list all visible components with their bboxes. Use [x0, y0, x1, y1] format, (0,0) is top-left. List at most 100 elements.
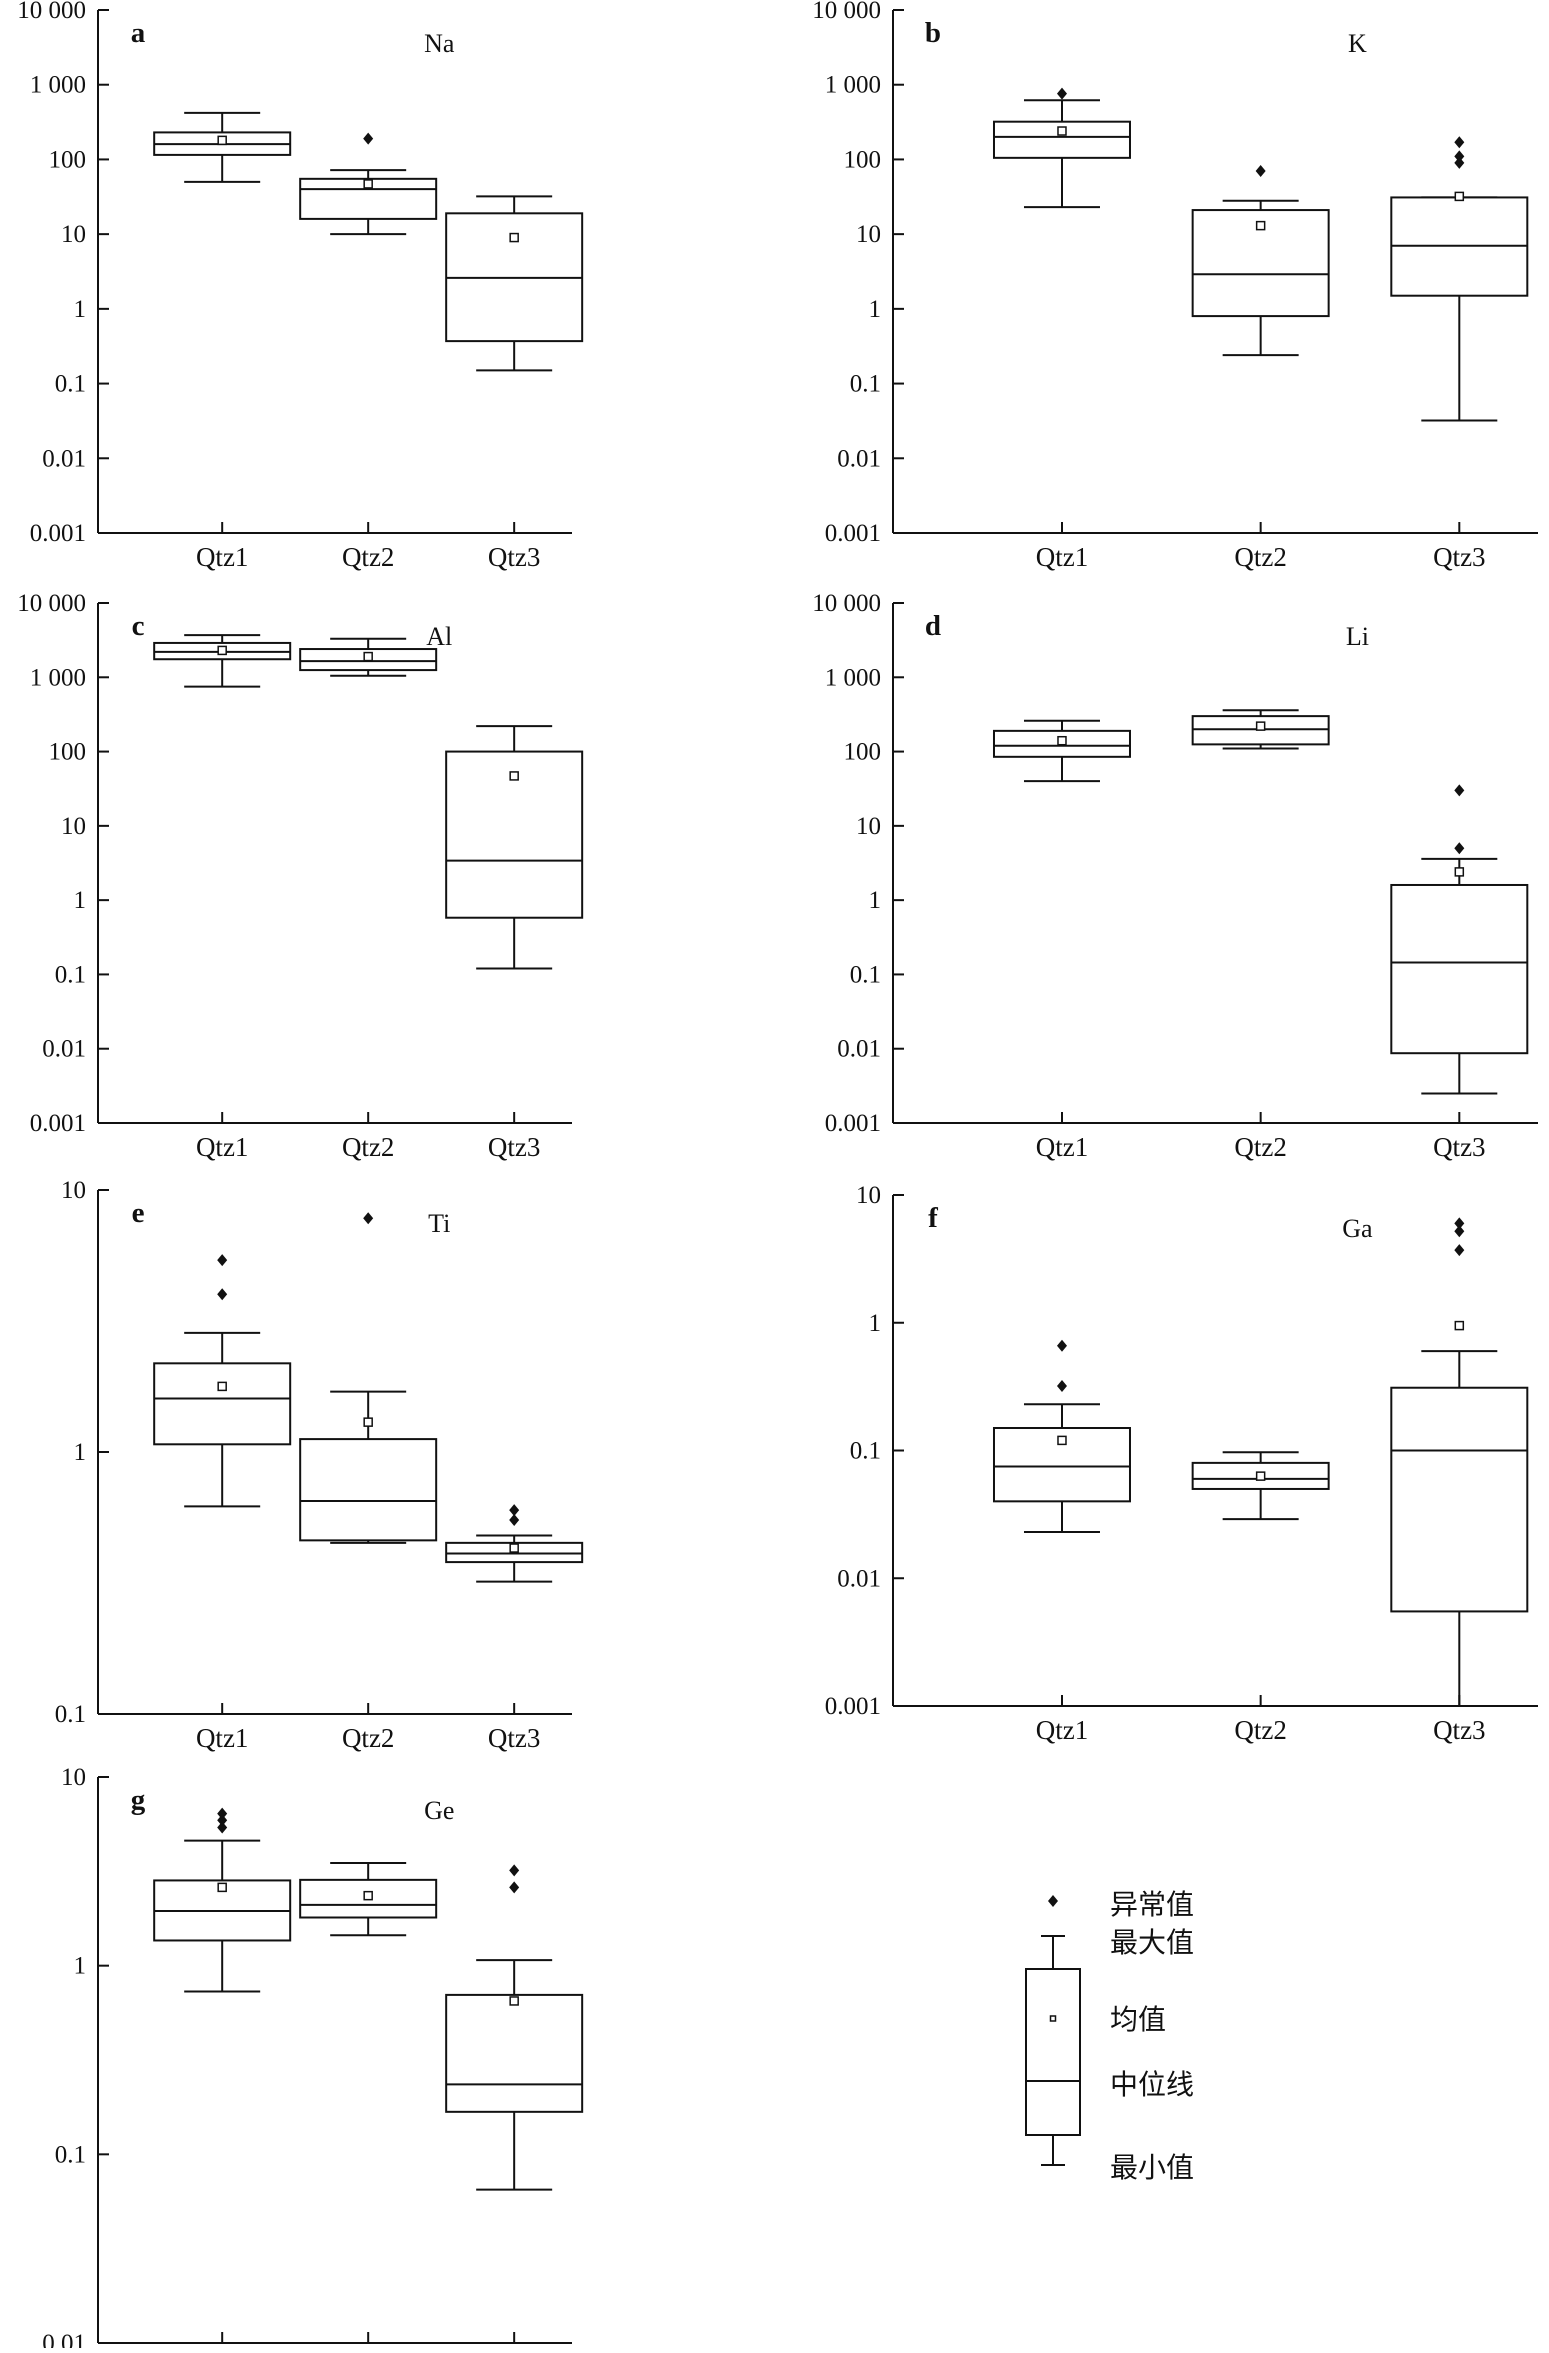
x-tick-label: Qtz2	[342, 542, 394, 572]
outlier-marker	[217, 1807, 228, 1820]
y-tick-label: 100	[49, 146, 87, 173]
iqr-box	[153, 1362, 292, 1446]
y-tick-label: 100	[844, 739, 882, 766]
outlier-marker	[1056, 1379, 1067, 1392]
y-tick-label: 0.001	[825, 1110, 881, 1137]
outlier-marker	[217, 1254, 228, 1267]
x-tick-label: Qtz1	[196, 1132, 248, 1162]
chart-panel-d: 0.001 0.01 0.1 1 10 100 1 000 10 000 Qtz1 Qtz2 Qtz…	[812, 590, 1538, 1162]
outlier-marker	[217, 1814, 228, 1827]
legend-median-label: 中位线	[1110, 2068, 1194, 2101]
box-qtz2	[299, 132, 438, 236]
y-tick-label: 1	[74, 887, 87, 914]
panel-letter: b	[925, 17, 941, 49]
x-tick-label: Qtz1	[1036, 1132, 1088, 1162]
outlier-marker	[217, 1821, 228, 1834]
y-tick-label: 1	[869, 887, 882, 914]
y-tick-label: 0.1	[55, 1701, 86, 1728]
element-label: K	[1348, 29, 1367, 58]
mean-marker	[217, 1381, 227, 1392]
iqr-box	[445, 1993, 584, 2113]
y-tick-label: 1 000	[30, 72, 86, 99]
chart-panel-c: 0.001 0.01 0.1 1 10 100 1 000 10 000 Qtz1 Qtz2 Qtz…	[17, 590, 584, 1162]
mean-marker	[509, 1996, 519, 2006]
mean-marker	[1255, 220, 1266, 231]
y-tick-label: 0.01	[42, 1036, 86, 1063]
x-tick-label: Qtz1	[196, 1723, 248, 1753]
box-qtz2	[299, 637, 438, 677]
chart-panel-b: 0.001 0.01 0.1 1 10 100 1 000 10 000 Qtz1 Qtz2 Qtz…	[812, 0, 1538, 572]
y-tick-label: 1 000	[825, 664, 881, 691]
outlier-marker	[1454, 1225, 1465, 1238]
legend-outlier-marker	[1048, 1895, 1058, 1907]
y-tick-label: 0.01	[837, 1036, 881, 1063]
x-tick-label: Qtz3	[1433, 542, 1485, 572]
mean-marker	[363, 651, 373, 662]
y-tick-label: 0.01	[42, 445, 86, 472]
y-tick-label: 0.1	[850, 1438, 881, 1465]
iqr-box	[992, 120, 1131, 159]
y-tick-label: 10	[61, 1177, 86, 1204]
y-tick-label: 0.001	[30, 520, 86, 547]
y-tick-label: 10	[61, 813, 86, 840]
element-label: Ge	[424, 1796, 454, 1825]
mean-marker	[1255, 721, 1266, 731]
element-label: Li	[1346, 622, 1369, 651]
y-tick-label: 1	[869, 296, 882, 323]
mean-marker	[1454, 191, 1465, 202]
iqr-box	[992, 729, 1131, 758]
mean-marker	[1057, 126, 1067, 136]
y-tick-label: 0.001	[30, 1110, 86, 1137]
mean-marker	[1057, 735, 1067, 746]
outlier-marker	[1255, 165, 1266, 178]
box-qtz2	[1191, 1451, 1330, 1521]
y-tick-label: 1 000	[30, 664, 86, 691]
outlier-marker	[509, 1504, 520, 1517]
iqr-box	[299, 1438, 438, 1542]
box-qtz1	[992, 719, 1131, 783]
y-tick-label: 10	[61, 1764, 86, 1791]
y-tick-label: 10	[856, 221, 881, 248]
iqr-box	[1390, 1386, 1529, 1613]
chart-panel-a: 0.001 0.01 0.1 1 10 100 1 000 10 000 Qtz1 Qtz2 Qtz…	[17, 0, 584, 572]
x-tick-label: Qtz3	[488, 1132, 540, 1162]
box-qtz3	[1390, 136, 1529, 422]
chart-panel-e: 0.1 1 10 Qtz1 Qtz2 Qtz3 e Ti	[55, 1177, 584, 1753]
y-tick-label: 0.1	[55, 371, 86, 398]
box-qtz3	[445, 1504, 584, 1583]
x-tick-label: Qtz3	[488, 1723, 540, 1753]
box-qtz2	[1191, 165, 1330, 357]
outlier-marker	[1454, 842, 1465, 855]
x-tick-label: Qtz1	[1036, 1715, 1088, 1745]
legend-mean-marker	[1049, 2015, 1057, 2022]
y-tick-label: 0.01	[42, 2330, 86, 2348]
mean-marker	[1057, 1435, 1067, 1446]
mean-marker	[363, 179, 373, 189]
element-label: Ga	[1342, 1214, 1373, 1243]
outlier-marker	[1454, 136, 1465, 149]
mean-marker	[1454, 867, 1465, 877]
y-tick-label: 1	[869, 1310, 882, 1337]
y-tick-label: 10 000	[812, 0, 881, 24]
mean-marker	[217, 645, 227, 656]
box-qtz1	[153, 1807, 292, 1993]
panel-letter: f	[928, 1202, 938, 1234]
box-qtz1	[992, 87, 1131, 209]
y-tick-label: 10	[856, 1182, 881, 1209]
y-tick-label: 1	[74, 1953, 87, 1980]
y-tick-label: 10 000	[812, 590, 881, 617]
box-qtz3	[1390, 784, 1529, 1095]
legend-outlier-label: 异常值	[1110, 1888, 1194, 1921]
outlier-marker	[509, 1514, 520, 1527]
panel-letter: c	[132, 610, 145, 642]
y-tick-label: 1	[74, 1439, 87, 1466]
outlier-marker	[1056, 1339, 1067, 1352]
panel-letter: d	[925, 610, 941, 642]
x-tick-label: Qtz3	[1433, 1715, 1485, 1745]
x-tick-label: Qtz3	[1433, 1132, 1485, 1162]
box-qtz2	[299, 1212, 438, 1544]
legend-box	[1025, 1968, 1081, 2136]
